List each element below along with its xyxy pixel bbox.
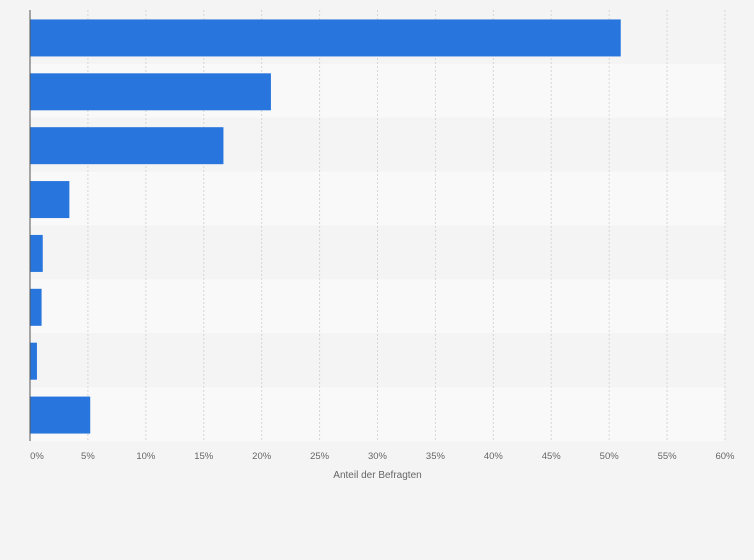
- x-tick-label: 45%: [542, 451, 562, 462]
- x-tick-labels: 0% 5% 10% 15% 20% 25% 30% 35% 40% 45% 50% 55% 60%: [30, 451, 735, 462]
- bar[interactable]: [30, 288, 42, 326]
- x-tick-label: 0%: [30, 451, 44, 462]
- x-tick-label: 25%: [310, 451, 330, 462]
- x-tick-label: 30%: [368, 451, 388, 462]
- x-axis-title: Anteil der Befragten: [333, 470, 421, 481]
- bar[interactable]: [30, 181, 70, 219]
- x-tick-label: 40%: [484, 451, 504, 462]
- x-tick-label: 10%: [136, 451, 156, 462]
- bars: [30, 19, 621, 434]
- bar[interactable]: [30, 342, 37, 380]
- bar[interactable]: [30, 73, 271, 111]
- x-tick-label: 60%: [715, 451, 735, 462]
- bar[interactable]: [30, 234, 43, 272]
- bar[interactable]: [30, 396, 91, 434]
- bar[interactable]: [30, 127, 224, 165]
- x-tick-label: 35%: [426, 451, 446, 462]
- x-tick-label: 20%: [252, 451, 272, 462]
- x-tick-label: 15%: [194, 451, 214, 462]
- x-tick-label: 5%: [81, 451, 95, 462]
- bar[interactable]: [30, 19, 621, 57]
- x-tick-label: 55%: [658, 451, 678, 462]
- x-tick-label: 50%: [600, 451, 620, 462]
